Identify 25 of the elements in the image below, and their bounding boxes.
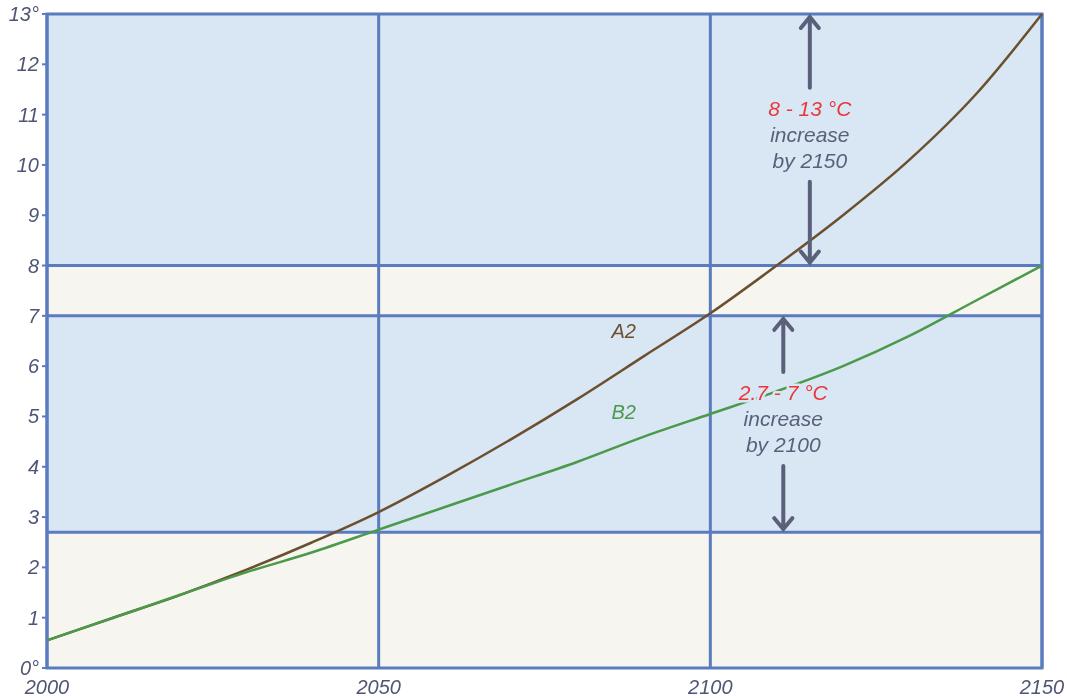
series-label: B2 [611, 400, 636, 423]
y-tick-label: 1 [27, 606, 39, 629]
x-tick-label: 2150 [1018, 676, 1065, 698]
y-tick-label: 9 [27, 204, 39, 227]
band-label: 2.7 - 7 °C [737, 381, 829, 405]
y-tick-label: 7 [27, 304, 40, 327]
y-tick-label: 3 [27, 506, 39, 529]
y-tick-label: 2 [26, 556, 39, 579]
y-tick-label: 0° [19, 657, 39, 679]
y-tick-label: 4 [27, 455, 39, 478]
y-tick-label: 12 [16, 53, 39, 76]
y-tick-label: 11 [18, 103, 39, 126]
x-tick-label: 2050 [355, 676, 401, 698]
y-tick-label: 10 [16, 153, 39, 176]
x-tick-label: 2100 [687, 676, 733, 698]
series-label: A2 [610, 320, 636, 343]
band-label: 8 - 13 °C [768, 96, 853, 120]
y-tick-label: 6 [27, 355, 40, 378]
line-series [45, 264, 1044, 642]
y-tick-label: 8 [27, 254, 39, 277]
y-tick-label: 5 [27, 405, 40, 428]
y-tick-label: 13° [8, 3, 39, 25]
annotation: increase by 2150 [770, 122, 850, 172]
annotation: increase by 2100 [743, 407, 823, 457]
x-tick-label: 2000 [23, 676, 70, 698]
